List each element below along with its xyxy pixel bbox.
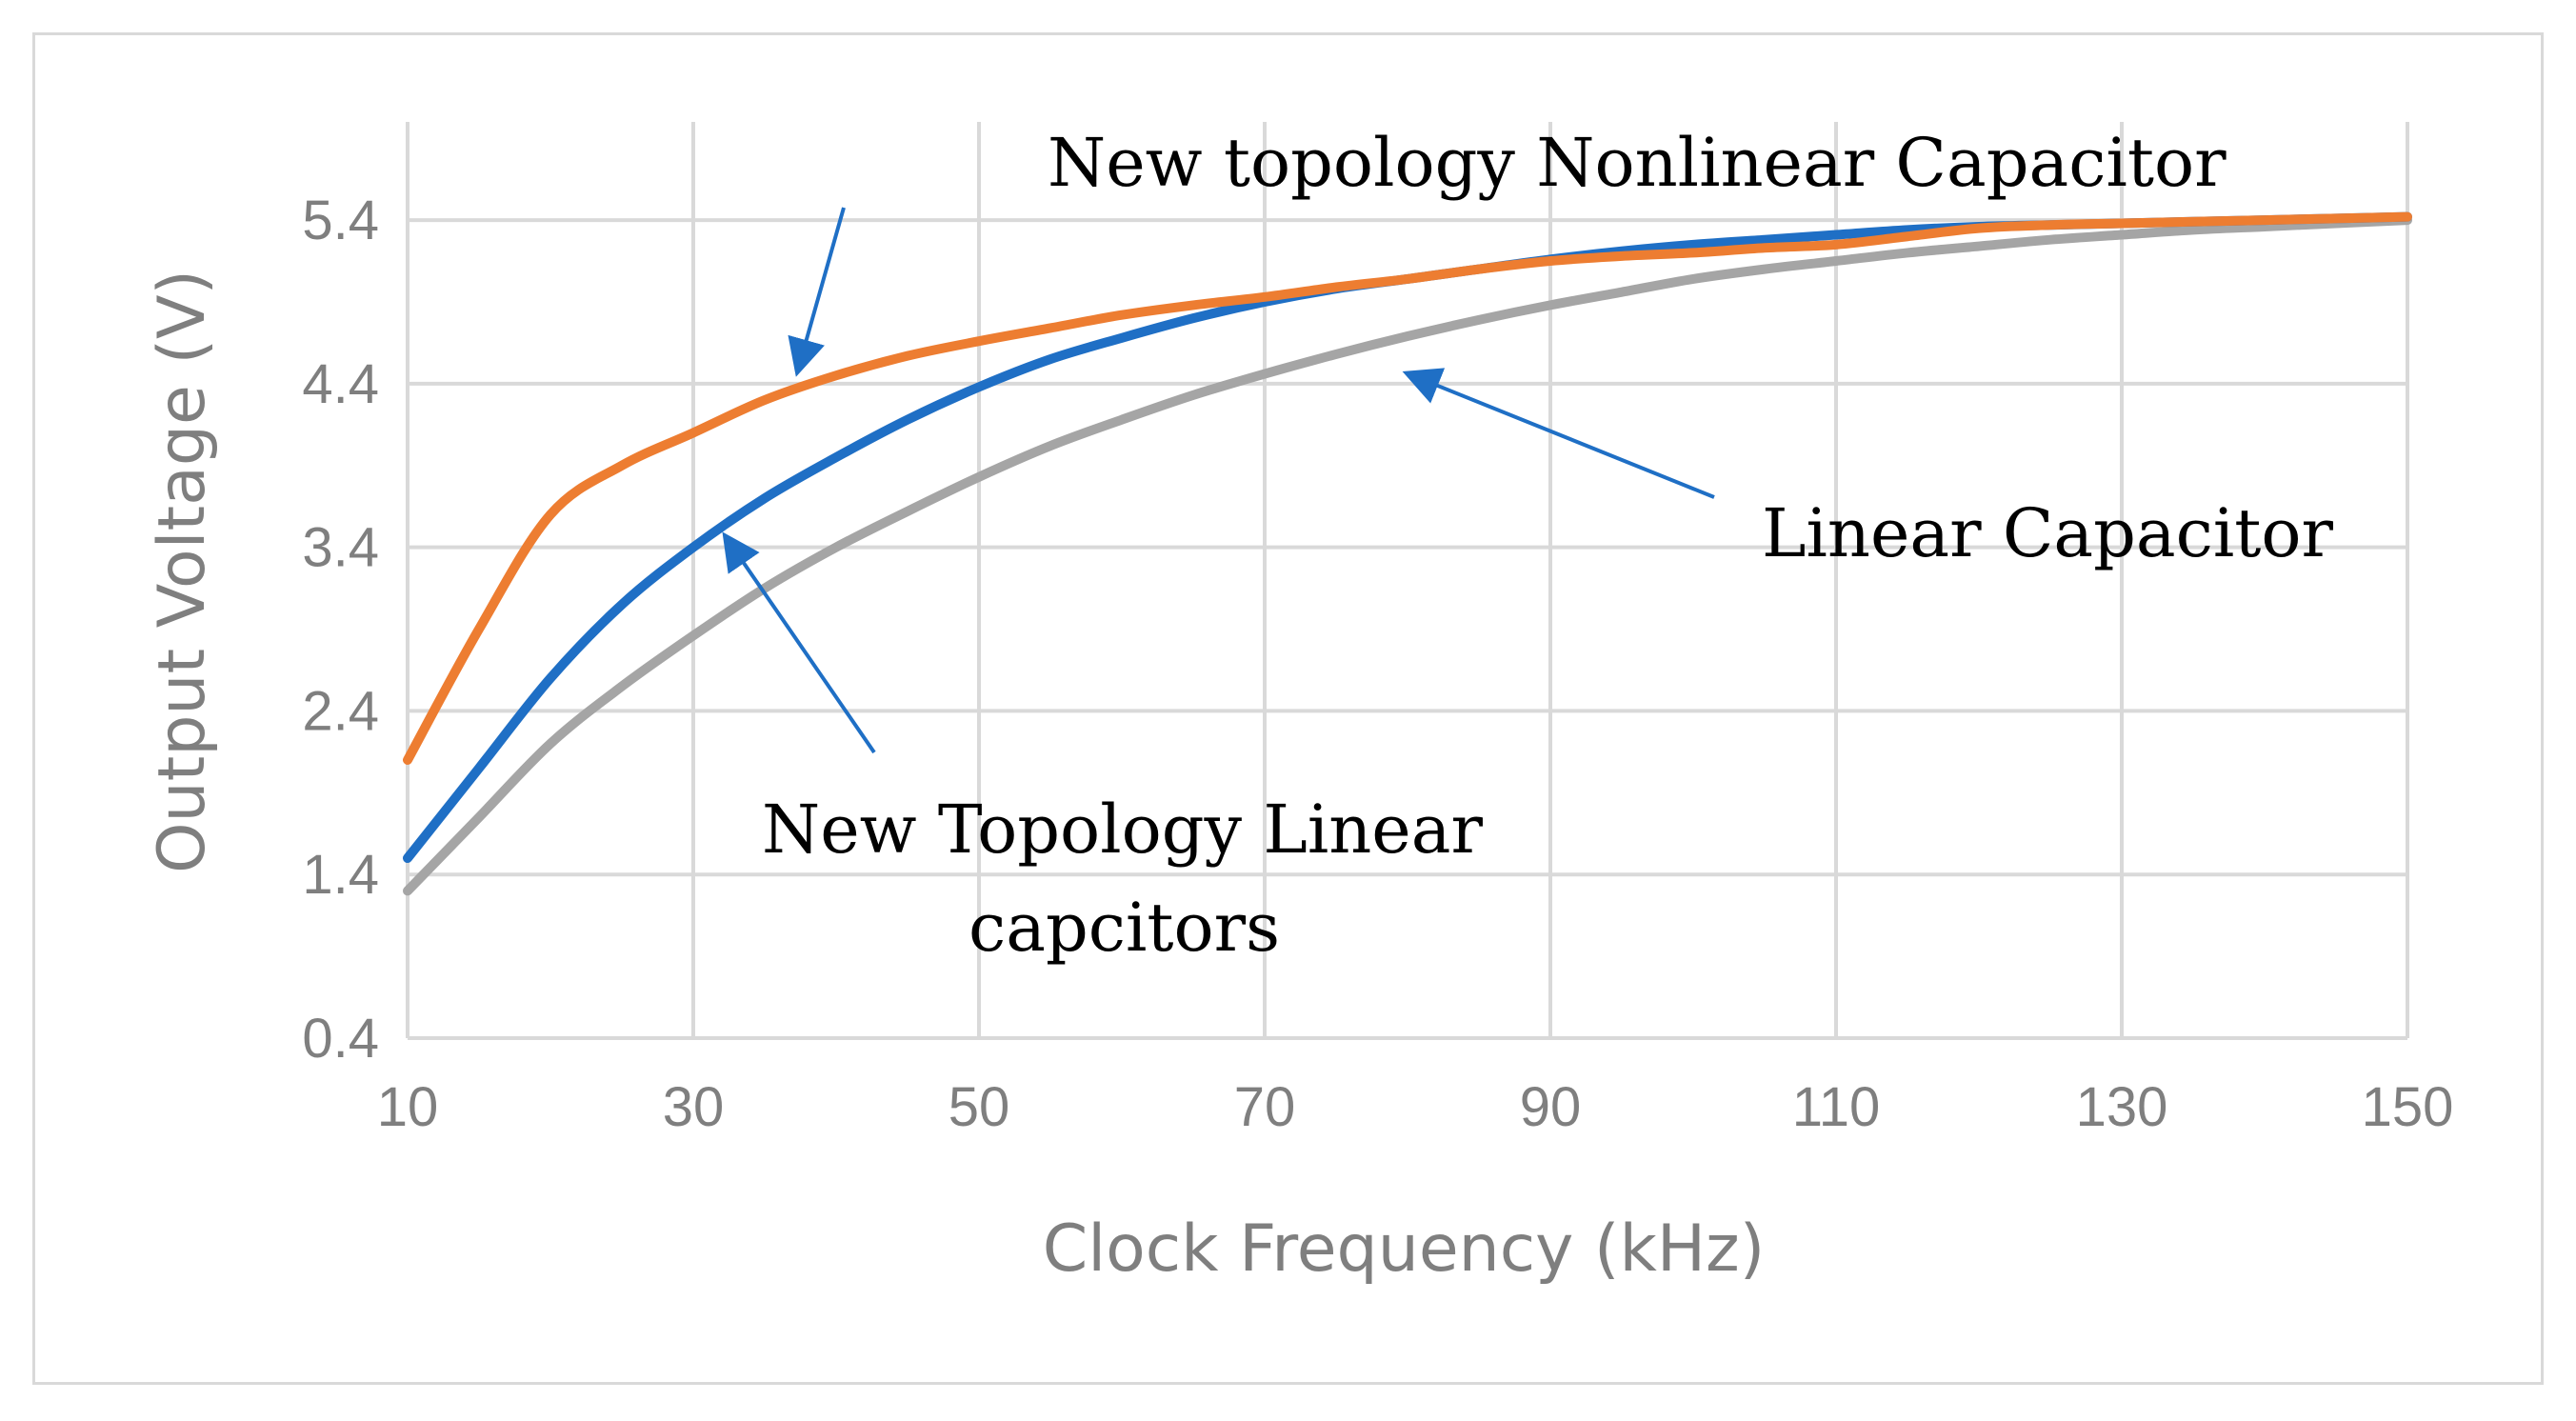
x-axis-title: Clock Frequency (kHz) xyxy=(1043,1211,1766,1287)
annotation-nonlinear-arrow xyxy=(788,207,846,377)
annotation-linear-capacitor-label: Linear Capacitor xyxy=(1762,494,2334,572)
series-layer xyxy=(403,211,2412,896)
x-tick-label: 30 xyxy=(663,1076,725,1138)
x-tick-label: 50 xyxy=(949,1076,1010,1138)
annotation-new-topology-linear-label: New Topology Linear xyxy=(762,791,1483,869)
y-tick-label: 0.4 xyxy=(302,1008,379,1070)
x-tick-label: 70 xyxy=(1234,1076,1296,1138)
y-axis-title: Output Voltage (V) xyxy=(145,270,220,873)
x-tick-label: 10 xyxy=(377,1076,439,1138)
y-tick-label: 2.4 xyxy=(302,680,379,742)
x-tick-labels: 10 30 50 70 90 110 130 150 xyxy=(377,1076,2454,1138)
y-tick-label: 4.4 xyxy=(302,353,379,415)
series-line-0 xyxy=(403,211,2412,765)
y-tick-label: 3.4 xyxy=(302,517,379,579)
gridlines xyxy=(406,122,2409,1040)
x-tick-label: 90 xyxy=(1520,1076,1582,1138)
chart-frame xyxy=(32,32,2544,1385)
annotation-nonlinear-label: New topology Nonlinear Capacitor xyxy=(1048,124,2227,202)
x-tick-label: 150 xyxy=(2362,1076,2454,1138)
annotation-new-topology-linear-arrow xyxy=(722,531,876,754)
series-line-2 xyxy=(403,215,2412,896)
y-tick-labels: 0.4 1.4 2.4 3.4 4.4 5.4 xyxy=(302,190,379,1070)
x-tick-label: 130 xyxy=(2076,1076,2168,1138)
annotation-new-topology-linear-label-line2: capcitors xyxy=(968,889,1280,967)
y-tick-label: 1.4 xyxy=(302,844,379,906)
x-tick-label: 110 xyxy=(1792,1076,1880,1138)
annotation-linear-capacitor-arrow xyxy=(1402,368,1715,499)
y-tick-label: 5.4 xyxy=(302,190,379,251)
